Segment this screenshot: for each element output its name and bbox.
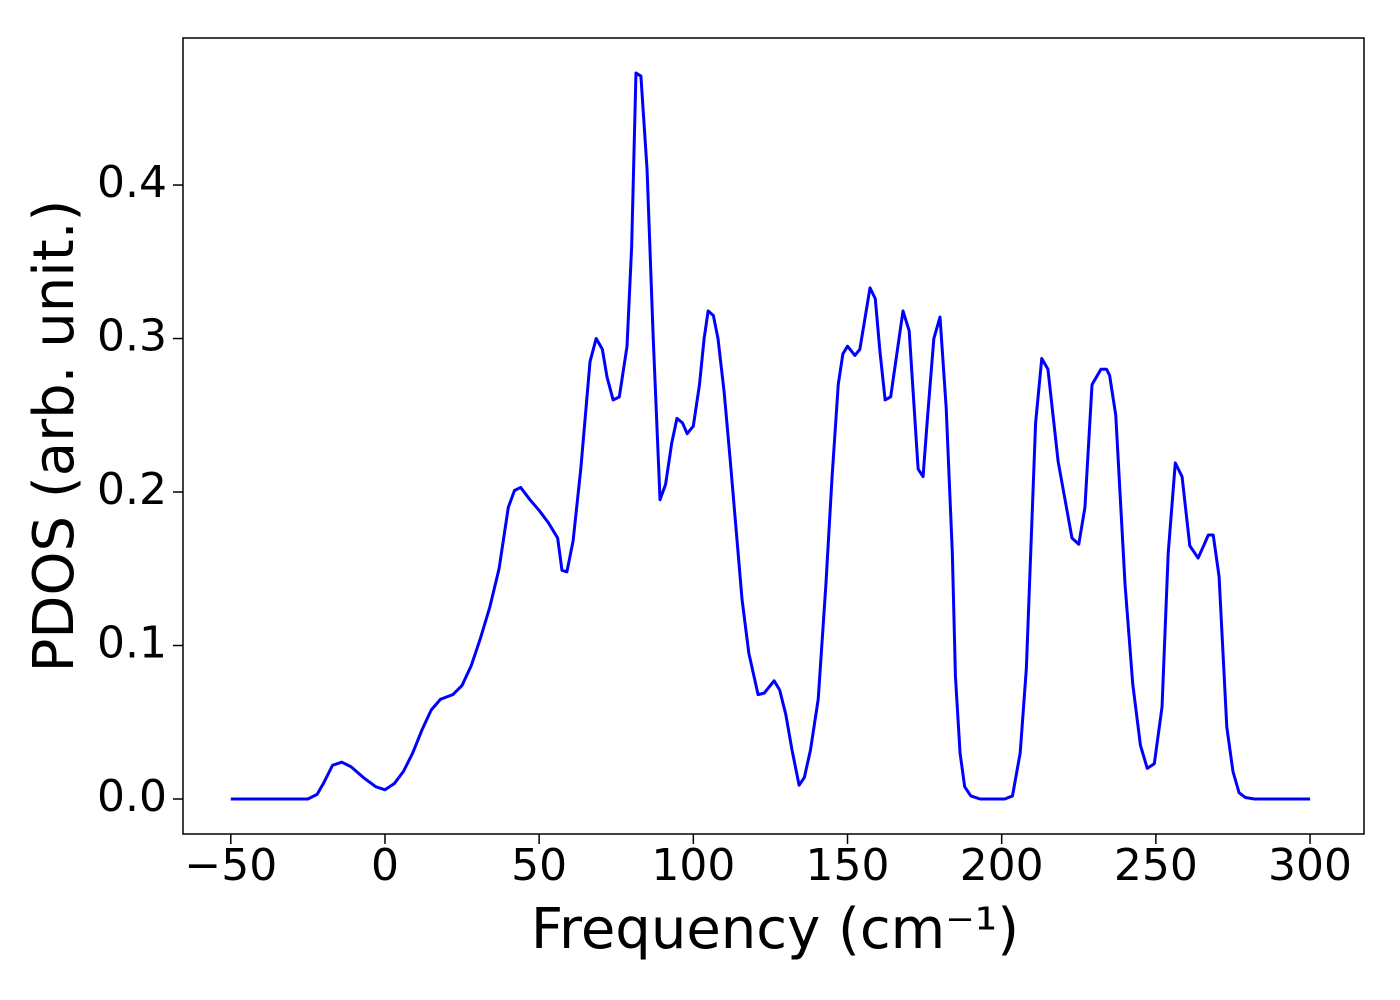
y-tick-label: 0.1 [97,618,167,669]
x-tick-label: 300 [1268,840,1352,891]
x-tick-label: −50 [184,840,277,891]
x-tick-label: 50 [511,840,567,891]
x-tick-label: 200 [960,840,1044,891]
y-tick-label: 0.4 [97,157,167,208]
y-axis-label: PDOS (arb. unit.) [22,200,87,673]
data-line [230,71,1311,801]
x-tick-label: 0 [371,840,399,891]
y-tick-label: 0.0 [97,771,167,822]
y-tick-label: 0.3 [97,311,167,362]
x-tick-label: 100 [651,840,735,891]
x-tick-label: 250 [1114,840,1198,891]
x-axis-label: Frequency (cm⁻¹) [531,897,1019,962]
plot-frame [182,37,1365,835]
x-tick-label: 150 [806,840,890,891]
y-tick-label: 0.2 [97,464,167,515]
